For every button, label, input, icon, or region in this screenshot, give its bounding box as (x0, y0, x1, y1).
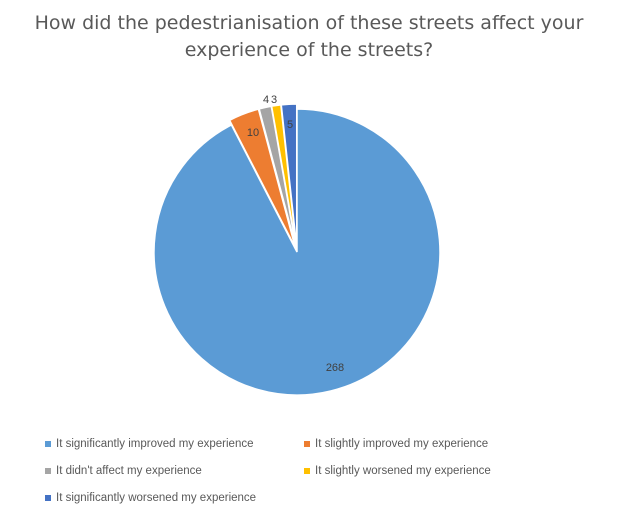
legend-item-2: It slightly improved my experience (304, 438, 488, 450)
legend-item-4: It slightly worsened my experience (304, 465, 491, 477)
legend-label-4: It slightly worsened my experience (315, 465, 491, 477)
chart-title-line-2: experience of the streets? (184, 39, 434, 61)
data-label-2: 10 (247, 127, 259, 139)
legend-swatch-1 (45, 441, 51, 447)
legend-swatch-4 (304, 468, 310, 474)
legend-item-1: It significantly improved my experience (45, 438, 254, 450)
legend-label-5: It significantly worsened my experience (56, 492, 257, 504)
legend-swatch-5 (45, 495, 51, 501)
data-label-1: 268 (326, 362, 344, 374)
legend-item-3: It didn't affect my experience (45, 465, 202, 477)
legend-label-1: It significantly improved my experience (56, 438, 254, 450)
pie-slices (153, 103, 441, 396)
data-label-5: 5 (287, 119, 293, 131)
chart-title: How did the pedestrianisation of these s… (10, 10, 608, 64)
legend-swatch-2 (304, 441, 310, 447)
chart-title-line-1: How did the pedestrianisation of these s… (34, 12, 584, 34)
legend-item-5: It significantly worsened my experience (45, 492, 256, 504)
legend-swatch-3 (45, 468, 51, 474)
pie-slice-5 (280, 103, 298, 248)
legend-label-3: It didn't affect my experience (56, 465, 202, 477)
legend-label-2: It slightly improved my experience (315, 438, 489, 450)
pie-slice-2 (228, 108, 296, 248)
pie-data-labels: 268 10 4 3 5 (247, 94, 344, 374)
data-label-4: 3 (271, 94, 277, 106)
pie-slice-1 (153, 108, 441, 396)
data-label-3: 4 (263, 94, 269, 106)
